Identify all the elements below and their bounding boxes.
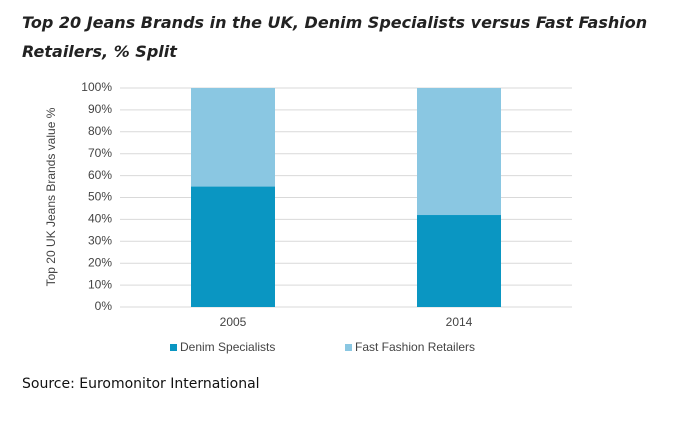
bar-segment: [191, 186, 275, 307]
y-tick-label: 100%: [81, 80, 112, 94]
chart-title: Top 20 Jeans Brands in the UK, Denim Spe…: [22, 13, 648, 61]
legend-swatch: [345, 344, 352, 351]
y-tick-label: 10%: [88, 277, 112, 291]
bar-segment: [191, 88, 275, 187]
y-tick-label: 30%: [88, 233, 112, 247]
y-tick-label: 40%: [88, 212, 112, 226]
y-tick-label: 60%: [88, 168, 112, 182]
source-note: Source: Euromonitor International: [22, 376, 260, 392]
x-tick-label: 2005: [220, 315, 247, 329]
y-axis-label: Top 20 UK Jeans Brands value %: [44, 107, 58, 286]
bar-segment: [417, 88, 501, 216]
y-tick-label: 90%: [88, 102, 112, 116]
x-tick-label: 2014: [446, 315, 473, 329]
y-tick-label: 80%: [88, 124, 112, 138]
legend-label: Denim Specialists: [180, 340, 275, 354]
bar-segment: [417, 215, 501, 307]
y-tick-label: 0%: [95, 299, 113, 313]
y-tick-label: 20%: [88, 255, 112, 269]
y-tick-label: 70%: [88, 146, 112, 160]
legend-label: Fast Fashion Retailers: [355, 340, 475, 354]
legend-swatch: [170, 344, 177, 351]
y-tick-label: 50%: [88, 190, 112, 204]
